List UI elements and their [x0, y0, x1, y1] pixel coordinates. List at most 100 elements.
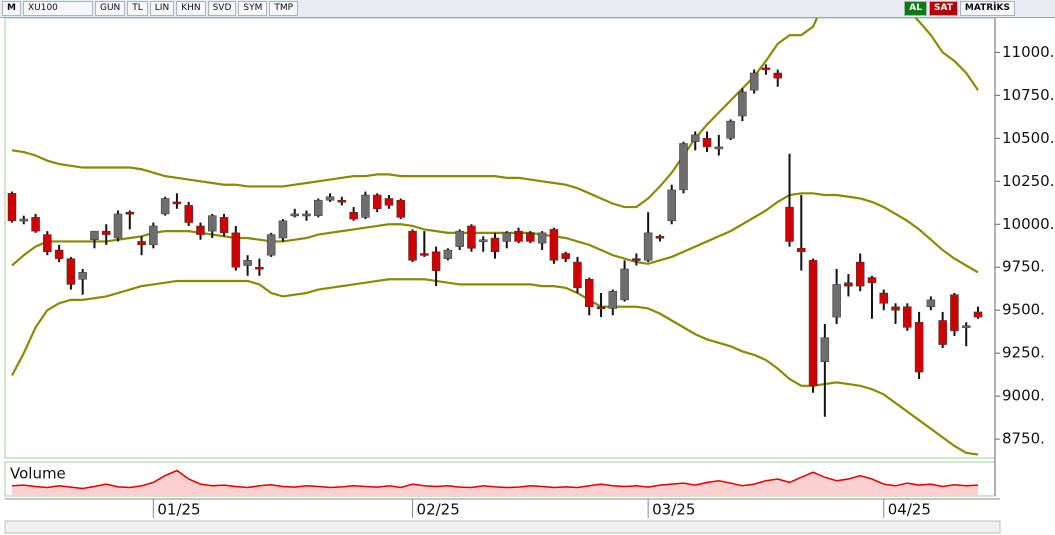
candle-body — [561, 253, 570, 259]
candle-body — [914, 321, 924, 373]
candle-body — [231, 232, 241, 268]
buy-button[interactable]: AL — [904, 1, 927, 16]
candle-body — [349, 211, 358, 220]
toolbar-button[interactable]: TL — [127, 1, 148, 16]
candle-body — [396, 199, 406, 218]
candle-body — [7, 193, 17, 222]
candle-body — [903, 306, 912, 328]
candle-body — [738, 91, 747, 117]
candle-body — [443, 249, 453, 259]
candle-body — [867, 277, 877, 283]
candle-body — [78, 272, 87, 280]
candle-body — [125, 211, 135, 215]
candle-body — [773, 72, 782, 79]
volume-area — [12, 470, 978, 496]
candle-body — [54, 249, 64, 259]
candle-body — [879, 292, 889, 304]
candle-body — [891, 306, 900, 311]
chart: Volume 8750. 9000. 9250. 9500. 9750. 10000. 10… — [4, 18, 1055, 534]
candle-body — [160, 198, 170, 215]
candle-body — [926, 299, 936, 307]
candle-body — [101, 230, 111, 235]
plot-area — [7, 18, 983, 456]
candle-body — [266, 234, 276, 256]
candle-body — [314, 199, 323, 216]
toolbar-button[interactable]: TMP — [269, 1, 299, 16]
x-tick-label: 01/25 — [157, 501, 200, 519]
candle-body — [408, 230, 417, 261]
y-tick-label: 10250. — [1002, 172, 1055, 190]
candle-body — [584, 279, 594, 307]
candle-body — [90, 230, 99, 240]
toolbar: M XU100 GUN TL LIN KHN SVD SYM TMP AL SAT MATR… — [0, 0, 1055, 18]
y-tick-label: 10000. — [1002, 215, 1055, 233]
candle-body — [596, 306, 606, 309]
candle-body — [184, 205, 193, 223]
toolbar-button[interactable]: SYM — [238, 1, 268, 16]
scrollbar[interactable] — [4, 520, 1001, 534]
candle-body — [526, 232, 535, 242]
candle-body — [43, 234, 52, 252]
candle-body — [255, 266, 264, 270]
candle-body — [537, 232, 547, 244]
x-tick-label: 02/25 — [417, 501, 460, 519]
candle-body — [502, 232, 512, 242]
candle-body — [797, 248, 806, 252]
toolbar-button[interactable]: GUN — [94, 1, 126, 16]
candle-body — [219, 217, 229, 234]
y-tick-label: 9000. — [1002, 387, 1045, 405]
candle-body — [761, 67, 771, 71]
candle-body — [19, 218, 29, 222]
logo: M — [2, 1, 21, 16]
y-tick-label: 11000. — [1002, 43, 1055, 61]
candle-body — [420, 253, 429, 256]
candle-body — [820, 337, 830, 362]
volume-line — [11, 469, 979, 490]
y-tick-label: 9500. — [1002, 301, 1045, 319]
candle-body — [785, 206, 794, 242]
candle-body — [455, 230, 464, 247]
candle-body — [431, 251, 441, 271]
brand: MATRİKS — [959, 1, 1015, 16]
candle-body — [726, 120, 735, 139]
candle-body — [478, 239, 488, 242]
candle-body — [113, 213, 123, 239]
candle-body — [514, 230, 523, 242]
candle-body — [325, 196, 335, 201]
candle-body — [278, 220, 288, 239]
candle-body — [655, 236, 665, 239]
candle-body — [679, 143, 688, 191]
candle-body — [973, 311, 983, 318]
candle-body — [31, 217, 40, 232]
y-tick-label: 10500. — [1002, 129, 1055, 147]
toolbar-button[interactable]: LIN — [149, 1, 175, 16]
candle-body — [620, 268, 629, 301]
candle-body — [549, 229, 559, 261]
candle-body — [361, 194, 370, 218]
y-tick-label: 9250. — [1002, 344, 1045, 362]
symbol-box[interactable]: XU100 — [22, 1, 93, 16]
candle-body — [643, 232, 653, 261]
y-tick-label: 8750. — [1002, 430, 1045, 448]
plot-frame — [4, 18, 996, 459]
candle-body — [172, 201, 182, 205]
candle-body — [137, 241, 146, 246]
candle-body — [372, 194, 382, 210]
candle-body — [632, 258, 641, 261]
candle-body — [302, 213, 311, 217]
candle-body — [961, 325, 971, 328]
sell-button[interactable]: SAT — [929, 1, 958, 16]
candle-body — [844, 282, 853, 287]
candle-body — [573, 261, 582, 289]
toolbar-button[interactable]: KHN — [176, 1, 206, 16]
candle-body — [490, 237, 500, 252]
toolbar-button[interactable]: SVD — [207, 1, 237, 16]
candle-body — [149, 225, 158, 246]
candle-body — [691, 134, 700, 142]
candle-body — [196, 225, 205, 235]
candle-body — [667, 189, 676, 222]
buttons: GUN TL LIN KHN SVD SYM TMP — [93, 1, 299, 16]
candle-body — [243, 260, 252, 266]
candle-body — [337, 199, 347, 203]
